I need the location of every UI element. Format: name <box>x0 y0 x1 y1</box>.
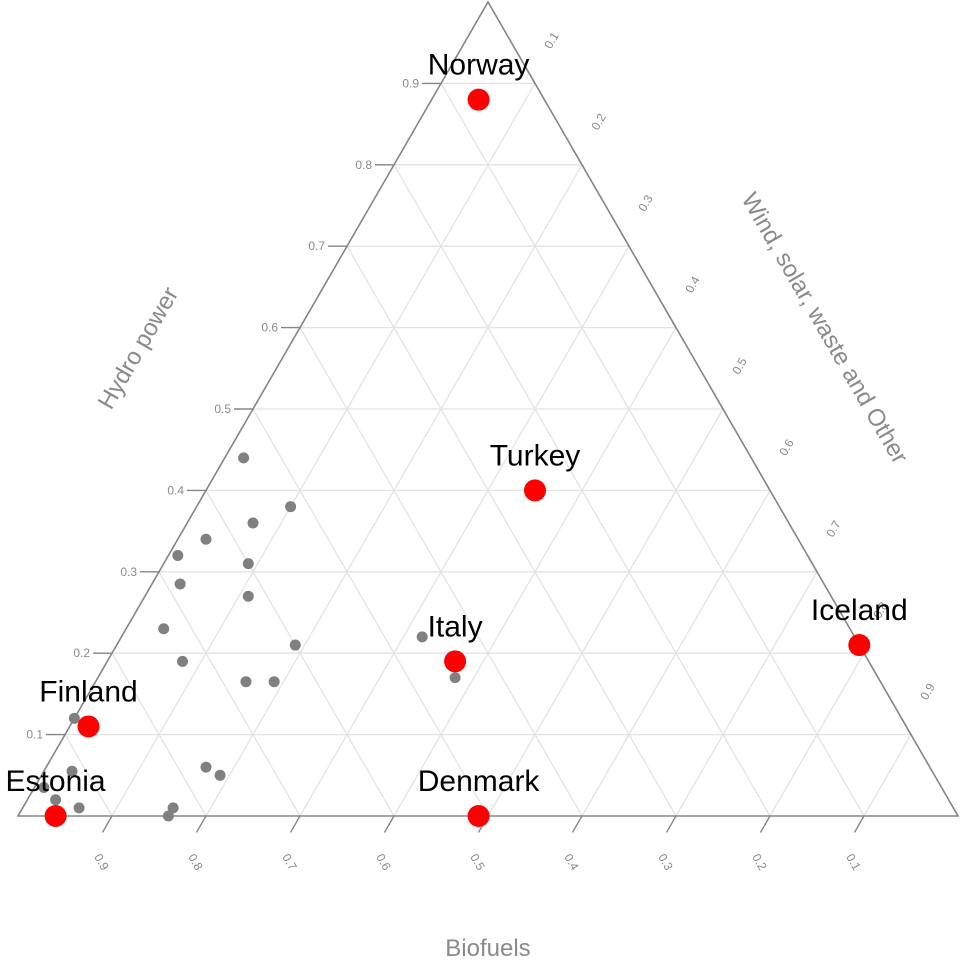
biofuels-tick-label: 0.2 <box>749 851 770 873</box>
hydro-axis-title: Hydro power <box>93 283 184 414</box>
hydro-tick-label: 0.3 <box>120 565 137 579</box>
country-point <box>38 782 50 794</box>
grid-line-wind <box>863 734 912 817</box>
grid-line-biofuels <box>205 490 395 817</box>
grid-line-wind <box>487 408 724 817</box>
biofuels-tick-label: 0.4 <box>561 851 582 873</box>
grid-line-biofuels <box>158 571 301 817</box>
biofuels-tick <box>665 815 677 833</box>
biofuels-tick-label: 0.1 <box>843 851 864 873</box>
country-point <box>238 452 250 464</box>
country-label: Estonia <box>6 765 106 798</box>
highlighted-point <box>524 479 546 502</box>
biofuels-tick <box>759 815 771 833</box>
wind-tick-label: 0.6 <box>776 436 797 458</box>
biofuels-tick <box>571 815 583 833</box>
grid-line-biofuels <box>111 652 207 817</box>
country-point <box>416 631 428 643</box>
wind-tick-label: 0.4 <box>682 274 703 296</box>
country-point <box>50 794 62 806</box>
country-point <box>68 712 80 724</box>
wind-tick-label: 0.1 <box>541 29 562 51</box>
grid-line-wind <box>769 652 865 817</box>
grid-line-wind <box>111 83 536 817</box>
hydro-tick-label: 0.7 <box>308 239 325 253</box>
country-point <box>449 672 461 684</box>
highlighted-countries-points <box>44 88 871 827</box>
highlighted-point <box>44 805 67 827</box>
country-point <box>289 639 301 651</box>
biofuels-tick-label: 0.7 <box>279 851 300 873</box>
biofuels-tick <box>289 815 301 833</box>
country-label: Finland <box>39 675 137 708</box>
country-point <box>66 765 78 777</box>
country-point <box>73 802 85 814</box>
country-point <box>172 550 184 562</box>
biofuels-tick-label: 0.9 <box>91 851 112 873</box>
biofuels-tick-label: 0.8 <box>185 851 206 873</box>
biofuels-tick <box>853 815 865 833</box>
country-point <box>242 590 254 602</box>
hydro-tick-label: 0.8 <box>355 158 372 172</box>
highlighted-point <box>467 805 490 827</box>
country-label: Denmark <box>418 765 541 798</box>
wind-tick-label: 0.9 <box>917 681 938 703</box>
biofuels-tick-label: 0.5 <box>467 851 488 873</box>
grid-line-biofuels <box>64 734 113 817</box>
other-countries-points <box>38 452 461 822</box>
wind-tick-label: 0.3 <box>635 192 656 214</box>
hydro-tick-label: 0.9 <box>402 76 419 90</box>
country-point <box>285 501 297 513</box>
highlighted-point <box>77 715 100 738</box>
grid-line-biofuels <box>440 83 865 817</box>
wind-tick-label: 0.7 <box>823 518 844 540</box>
country-point <box>247 517 259 529</box>
hydro-tick-label: 0.2 <box>73 646 90 660</box>
country-point <box>162 810 174 822</box>
country-labels: Norway Turkey Italy Iceland Finland Estonia De… <box>6 49 908 798</box>
country-point <box>158 623 170 635</box>
highlighted-point <box>444 650 467 673</box>
wind-tick-label: 0.5 <box>729 355 750 377</box>
grid-line-wind <box>675 571 818 817</box>
hydro-tick-label: 0.5 <box>214 402 231 416</box>
country-point <box>200 761 212 773</box>
hydro-tick-label: 0.1 <box>26 728 43 742</box>
country-label: Turkey <box>490 439 581 472</box>
grid-line-wind <box>299 245 630 817</box>
country-label: Iceland <box>811 594 908 627</box>
country-point <box>242 558 254 570</box>
country-label: Norway <box>428 49 530 82</box>
highlighted-point <box>467 88 490 111</box>
grid-lines <box>64 82 912 817</box>
wind-tick-label: 0.2 <box>588 111 609 133</box>
grid-line-biofuels <box>346 245 677 817</box>
country-label: Italy <box>428 610 483 643</box>
biofuels-tick <box>101 815 113 833</box>
grid-line-biofuels <box>252 408 489 817</box>
hydro-tick-label: 0.6 <box>261 321 278 335</box>
country-point <box>268 676 280 688</box>
biofuels-tick-label: 0.3 <box>655 851 676 873</box>
biofuels-tick <box>195 815 207 833</box>
grid-line-wind <box>581 490 771 817</box>
tick-labels: 0.1 0.1 0.9 0.2 0.2 0.8 0.3 0.3 0.7 0.4 0.4 0.6 0.5 0… <box>26 29 938 873</box>
country-point <box>200 533 212 545</box>
wind-axis-title: Wind, solar, waste and Other <box>736 188 913 468</box>
country-point <box>174 578 186 590</box>
highlighted-point <box>848 634 871 657</box>
biofuels-tick-label: 0.6 <box>373 851 394 873</box>
biofuels-tick <box>383 815 395 833</box>
biofuels-axis-title: Biofuels <box>445 935 530 960</box>
country-point <box>214 769 226 781</box>
country-point <box>177 655 188 667</box>
axis-titles: Biofuels Hydro power Wind, solar, waste … <box>93 188 913 960</box>
country-point <box>167 802 179 814</box>
country-point <box>240 676 252 688</box>
hydro-tick-label: 0.4 <box>167 483 184 497</box>
